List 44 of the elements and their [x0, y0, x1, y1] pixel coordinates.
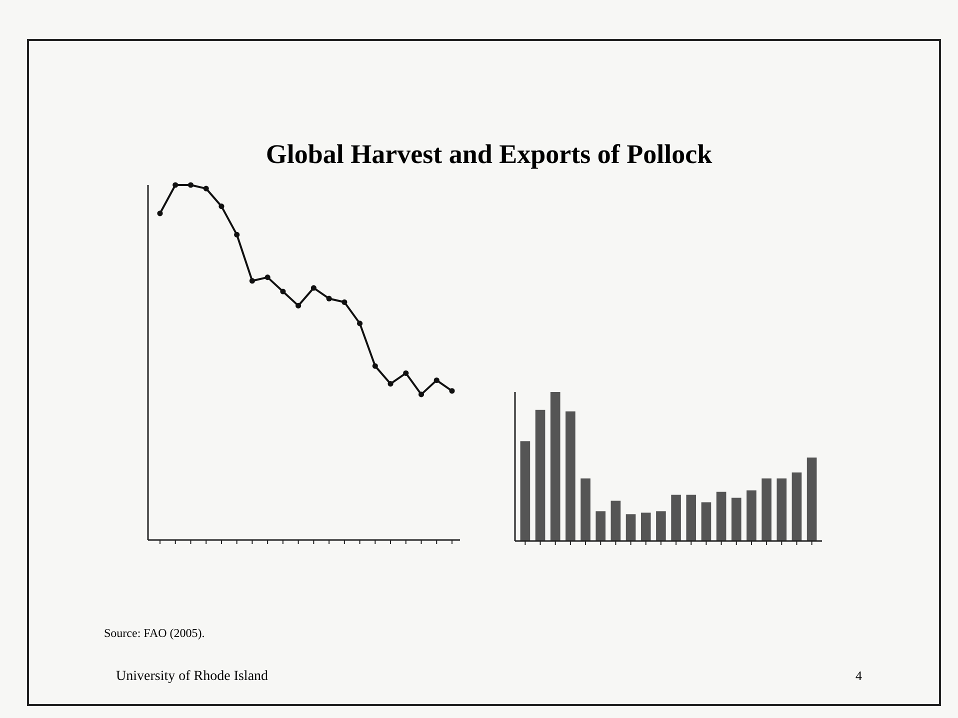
text: University of Rhode Island — [116, 669, 268, 684]
bar — [731, 498, 742, 541]
bar — [806, 458, 817, 541]
bar — [716, 492, 726, 541]
bar — [626, 514, 636, 541]
point — [310, 285, 316, 291]
point — [264, 274, 270, 280]
point — [157, 210, 163, 216]
bar — [520, 441, 530, 541]
point — [234, 232, 240, 238]
point — [388, 381, 394, 387]
bar — [535, 410, 546, 541]
bar — [746, 490, 756, 541]
point — [249, 278, 256, 284]
point — [403, 370, 409, 376]
point — [326, 296, 332, 302]
bar — [566, 411, 576, 541]
source-note: Source: FAO (2005). — [104, 626, 205, 640]
bar — [776, 478, 787, 541]
point — [203, 186, 209, 192]
point — [280, 288, 286, 294]
chart-title: Global Harvest and Exports of Pollock — [266, 139, 712, 169]
bar — [656, 511, 666, 541]
bar — [580, 478, 590, 541]
bar — [701, 502, 712, 541]
bar — [610, 500, 621, 541]
point — [434, 377, 440, 384]
text: 4 — [856, 668, 862, 683]
point — [372, 363, 378, 369]
point — [296, 302, 302, 308]
bar — [762, 478, 772, 541]
bar — [792, 472, 802, 541]
point — [218, 204, 224, 210]
point — [342, 299, 348, 305]
point — [172, 182, 178, 188]
bar — [640, 512, 651, 541]
bar — [686, 494, 696, 541]
point — [356, 320, 363, 326]
point — [188, 182, 194, 188]
point — [418, 392, 424, 398]
bar — [550, 392, 560, 541]
bar — [671, 494, 681, 541]
point — [449, 388, 455, 394]
bar — [596, 511, 606, 541]
